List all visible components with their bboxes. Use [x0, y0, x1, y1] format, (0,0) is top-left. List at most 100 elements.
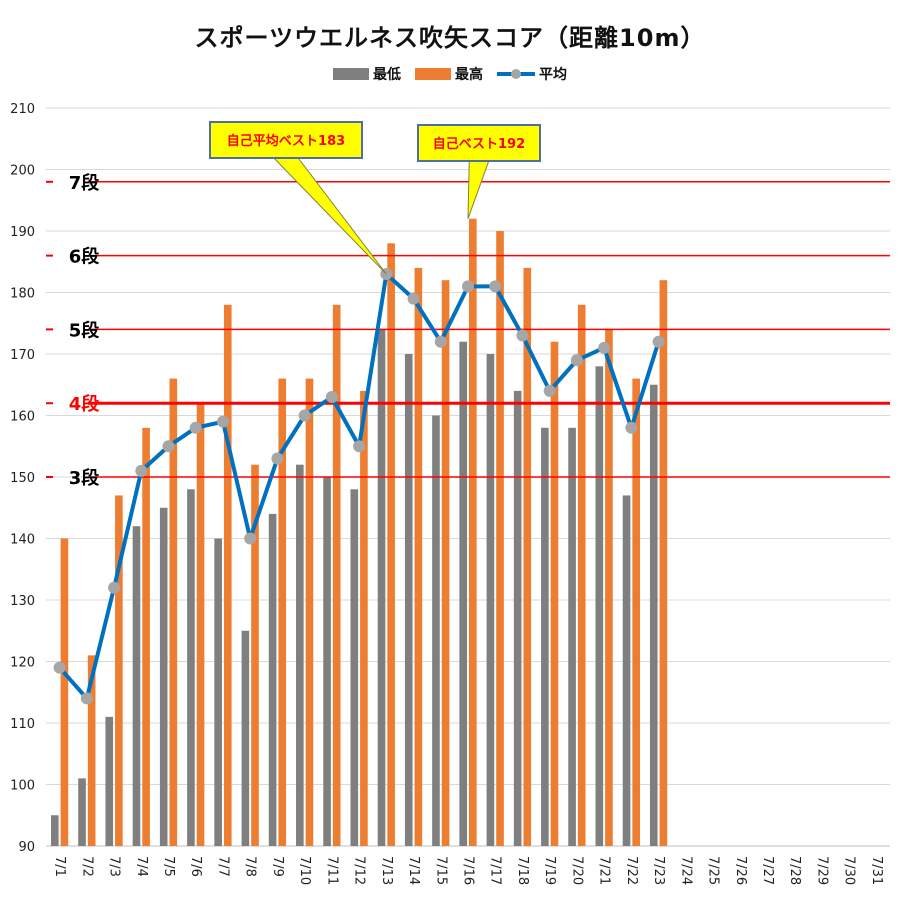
bar-min — [595, 366, 604, 846]
x-tick-label: 7/24 — [678, 856, 693, 885]
y-tick-label: 190 — [10, 225, 35, 240]
callout-label: 自己ベスト192 — [433, 136, 525, 152]
legend: 最低 最高 平均 — [0, 64, 900, 84]
average-marker — [108, 581, 121, 594]
average-marker — [162, 440, 175, 453]
bar-max — [632, 378, 640, 846]
rank-label: 7段 — [69, 172, 101, 194]
bar-min — [50, 815, 59, 846]
x-tick-label: 7/18 — [515, 856, 530, 885]
bar-max — [305, 378, 314, 846]
average-marker — [189, 421, 202, 434]
x-tick-label: 7/22 — [624, 856, 639, 885]
callout-pointer — [467, 160, 490, 219]
y-tick-label: 140 — [10, 533, 35, 548]
bar-min — [132, 526, 141, 846]
bar-max — [278, 378, 287, 846]
bar-max — [142, 427, 150, 846]
y-tick-label: 170 — [10, 348, 35, 363]
bar-min — [268, 513, 277, 846]
legend-swatch-max — [415, 68, 451, 80]
chart-title: スポーツウエルネス吹矢スコア（距離10m） — [194, 24, 706, 52]
rank-label: 4段 — [69, 393, 101, 415]
average-marker — [271, 452, 284, 465]
x-tick-label: 7/16 — [461, 856, 476, 885]
bar-min — [432, 415, 440, 846]
bar-max — [414, 267, 423, 846]
x-tick-label: 7/4 — [134, 856, 149, 877]
bar-min — [214, 538, 222, 846]
y-tick-label: 90 — [18, 840, 35, 855]
x-tick-label: 7/1 — [52, 856, 67, 877]
bar-max — [332, 304, 341, 846]
legend-item-max: 最高 — [415, 64, 483, 84]
y-tick-label: 110 — [10, 717, 35, 732]
bar-min — [159, 507, 168, 846]
x-tick-label: 7/5 — [161, 856, 176, 877]
bar-min — [459, 341, 467, 846]
average-marker — [489, 280, 502, 293]
x-tick-label: 7/19 — [542, 856, 557, 885]
bar-min — [323, 477, 331, 846]
bar-min — [513, 390, 522, 846]
average-marker — [652, 335, 665, 348]
average-marker — [543, 384, 556, 397]
x-tick-label: 7/29 — [814, 856, 829, 885]
callout-pointer — [272, 157, 387, 275]
average-marker — [244, 532, 257, 545]
average-marker — [407, 292, 420, 305]
x-tick-label: 7/11 — [324, 856, 339, 885]
average-marker — [625, 421, 638, 434]
y-tick-label: 180 — [10, 287, 35, 302]
x-tick-label: 7/3 — [107, 856, 122, 877]
average-marker — [135, 464, 148, 477]
average-marker — [570, 354, 583, 367]
y-tick-label: 160 — [10, 410, 35, 425]
x-tick-label: 7/23 — [651, 856, 666, 885]
x-tick-label: 7/12 — [352, 856, 367, 885]
average-marker — [516, 329, 529, 342]
average-marker — [353, 440, 366, 453]
bar-max — [87, 655, 96, 846]
bar-min — [486, 354, 495, 846]
bar-max — [223, 304, 232, 846]
average-marker — [298, 409, 311, 422]
bar-max — [196, 403, 205, 846]
x-tick-label: 7/26 — [733, 856, 748, 885]
bar-max — [550, 341, 559, 846]
x-tick-label: 7/20 — [569, 856, 584, 885]
x-tick-label: 7/17 — [488, 856, 503, 885]
x-tick-label: 7/2 — [79, 856, 94, 877]
legend-label-avg: 平均 — [539, 67, 567, 83]
bar-min — [241, 630, 250, 846]
average-marker — [598, 341, 611, 354]
x-tick-label: 7/7 — [215, 856, 230, 877]
y-tick-label: 130 — [10, 594, 35, 609]
rank-label: 5段 — [69, 319, 101, 341]
average-marker — [80, 692, 93, 705]
y-tick-label: 100 — [10, 779, 35, 794]
bar-min — [296, 464, 304, 846]
x-tick-label: 7/31 — [869, 856, 884, 885]
bar-max — [387, 243, 395, 847]
bar-min — [377, 329, 386, 846]
x-tick-label: 7/14 — [406, 856, 421, 885]
x-tick-label: 7/30 — [842, 856, 857, 885]
x-tick-label: 7/8 — [243, 856, 258, 877]
bar-min — [404, 354, 413, 846]
bar-max — [605, 329, 613, 846]
legend-item-avg: 平均 — [497, 64, 567, 84]
x-tick-label: 7/15 — [433, 856, 448, 885]
bar-max — [659, 280, 668, 846]
bar-max — [523, 267, 532, 846]
average-marker — [462, 280, 474, 293]
callout-box — [209, 121, 363, 159]
bar-max — [115, 495, 123, 846]
average-marker — [216, 415, 229, 428]
bar-max — [360, 390, 368, 846]
x-tick-label: 7/9 — [270, 856, 285, 877]
average-marker — [434, 335, 447, 348]
bar-max — [577, 304, 586, 846]
bar-max — [469, 218, 477, 846]
